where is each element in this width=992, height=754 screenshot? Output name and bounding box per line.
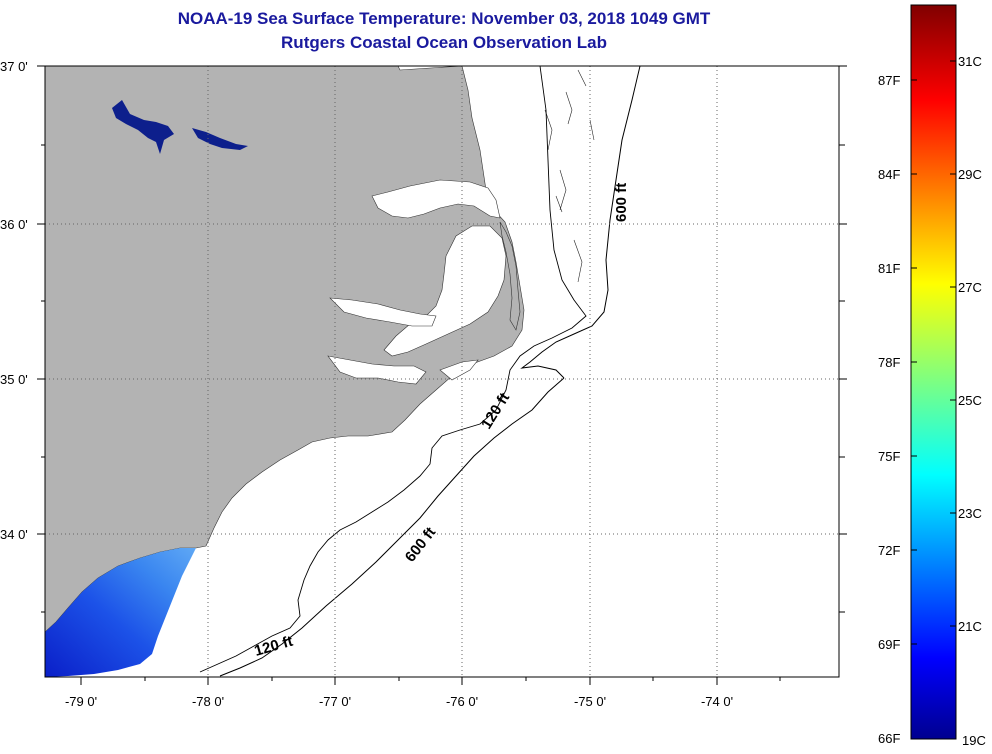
graticule: [45, 66, 839, 677]
lon-label-77: -77 0': [319, 694, 351, 709]
lat-label-35: 35 0': [0, 372, 28, 387]
colorbar-f-84: 84F: [878, 167, 900, 182]
isobath-600ft-south: [219, 377, 565, 677]
colorbar-f-72: 72F: [878, 543, 900, 558]
albemarle-sound: [371, 179, 501, 219]
colorbar-f-75: 75F: [878, 449, 900, 464]
axis-ticks: [37, 65, 847, 685]
pamlico-river: [329, 297, 437, 327]
isobath-120ft: [199, 66, 587, 673]
colorbar-f-81: 81F: [878, 261, 900, 276]
lat-label-34: 34 0': [0, 527, 28, 542]
colorbar-c-31: 31C: [958, 54, 982, 69]
core-sound-area: [439, 359, 479, 381]
offshore-features: [544, 69, 595, 283]
colorbar-c-25: 25C: [958, 393, 982, 408]
sst-data-patch: [45, 548, 196, 677]
lon-label-79: -79 0': [65, 694, 97, 709]
colorbar-f-78: 78F: [878, 355, 900, 370]
map-subtitle: Rutgers Coastal Ocean Observation Lab: [281, 33, 607, 52]
colorbar-c-29: 29C: [958, 167, 982, 182]
barrier-islands-ne: [499, 221, 521, 331]
lon-label-75: -75 0': [574, 694, 606, 709]
lon-label-78: -78 0': [192, 694, 224, 709]
map-title: NOAA-19 Sea Surface Temperature: Novembe…: [177, 9, 711, 28]
colorbar-gradient: [910, 4, 957, 740]
isobath-600ft-north: [520, 66, 641, 379]
colorbar-c-27: 27C: [958, 280, 982, 295]
colorbar-f-87: 87F: [878, 73, 900, 88]
colorbar-f-66: 66F: [878, 731, 900, 746]
lon-label-74: -74 0': [701, 694, 733, 709]
lat-label-37: 37 0': [0, 59, 28, 74]
lon-label-76: -76 0': [446, 694, 478, 709]
contour-label-600ft-north: 600 ft: [613, 183, 630, 222]
lat-label-36: 36 0': [0, 217, 28, 232]
plot-frame: [44, 65, 840, 678]
inland-lakes: [112, 100, 248, 154]
colorbar-c-23: 23C: [958, 506, 982, 521]
colorbar-f-69: 69F: [878, 637, 900, 652]
colorbar-c-21: 21C: [958, 619, 982, 634]
colorbar-c-19: 19C: [962, 733, 986, 748]
neuse-river: [327, 355, 427, 385]
colorbar-ticks: [911, 60, 956, 645]
